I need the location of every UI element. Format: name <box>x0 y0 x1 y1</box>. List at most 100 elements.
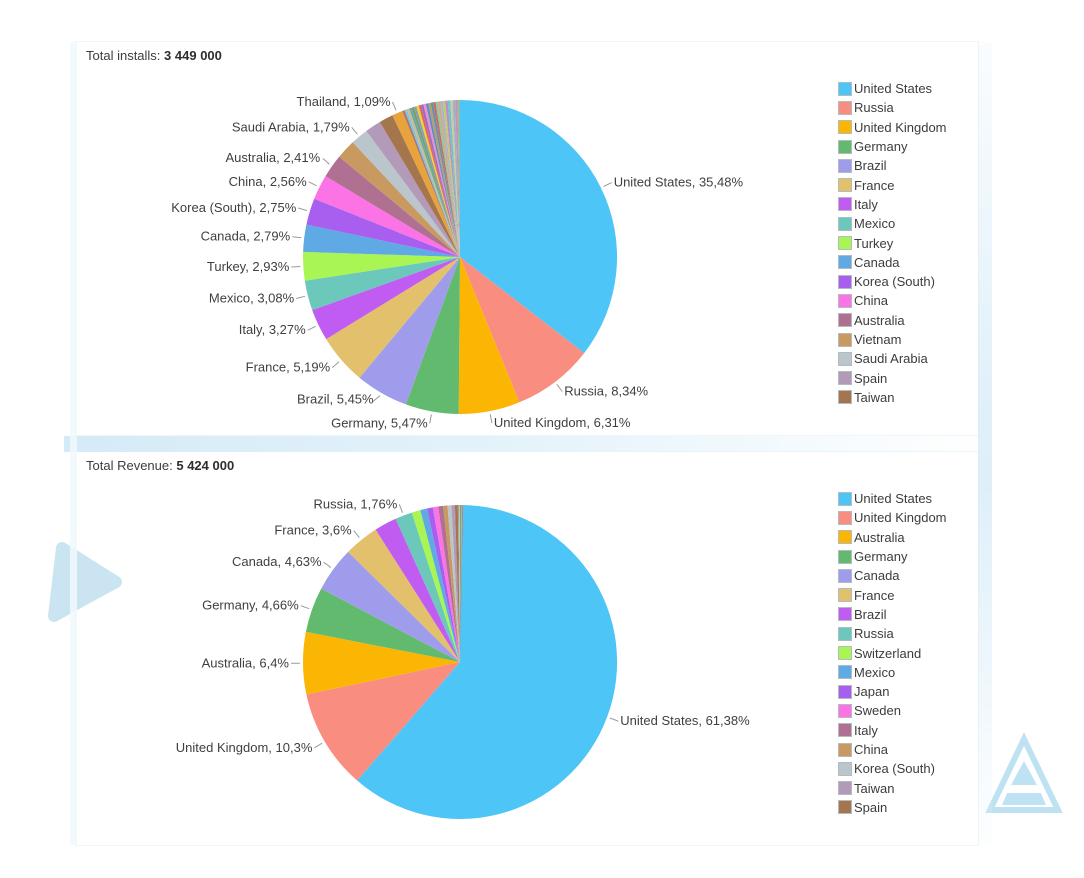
pie-slice-turkey[interactable] <box>303 251 460 281</box>
legend-item-canada[interactable]: Canada <box>838 253 947 272</box>
pie-slice-australia[interactable] <box>302 631 460 695</box>
pie-slice-other[interactable] <box>440 100 460 258</box>
pie-slice-other[interactable] <box>460 504 463 662</box>
legend-item-canada[interactable]: Canada <box>838 566 947 585</box>
pie-slice-italy[interactable] <box>312 257 460 340</box>
legend-item-taiwan[interactable]: Taiwan <box>838 778 947 797</box>
pie-slice-spain[interactable] <box>454 505 460 662</box>
legend-item-china[interactable]: China <box>838 740 947 759</box>
pie-slice-russia[interactable] <box>460 257 585 403</box>
pie-slice-other[interactable] <box>450 100 460 257</box>
pie-slice-other[interactable] <box>457 99 461 257</box>
legend-item-united-states[interactable]: United States <box>838 489 947 508</box>
legend-item-switzerland[interactable]: Switzerland <box>838 643 947 662</box>
pie-slice-other[interactable] <box>460 504 462 662</box>
pie-slice-other[interactable] <box>458 504 461 662</box>
pie-slice-korea-south[interactable] <box>306 198 460 257</box>
pie-slice-other[interactable] <box>423 103 460 257</box>
pie-slice-canada[interactable] <box>321 551 460 662</box>
pie-slice-other[interactable] <box>437 101 460 257</box>
pie-slice-other[interactable] <box>435 101 461 257</box>
legend-item-united-kingdom[interactable]: United Kingdom <box>838 508 947 527</box>
legend-item-japan[interactable]: Japan <box>838 682 947 701</box>
pie-slice-russia[interactable] <box>395 512 460 662</box>
pie-slice-vietnam[interactable] <box>339 142 460 257</box>
pie-slice-other[interactable] <box>460 504 463 662</box>
pie-slice-other[interactable] <box>459 504 461 662</box>
legend-item-saudi-arabia[interactable]: Saudi Arabia <box>838 349 947 368</box>
pie-slice-france[interactable] <box>326 257 460 378</box>
legend-item-russia[interactable]: Russia <box>838 98 947 117</box>
pie-slice-other[interactable] <box>460 504 461 662</box>
legend-item-united-states[interactable]: United States <box>838 79 947 98</box>
pie-slice-other[interactable] <box>459 504 460 662</box>
pie-slice-mexico[interactable] <box>420 508 460 663</box>
pie-slice-other[interactable] <box>406 108 460 258</box>
legend-item-italy[interactable]: Italy <box>838 721 947 740</box>
legend-item-australia[interactable]: Australia <box>838 528 947 547</box>
pie-slice-other[interactable] <box>418 104 460 258</box>
legend-item-taiwan[interactable]: Taiwan <box>838 388 947 407</box>
pie-slice-other[interactable] <box>409 107 460 257</box>
pie-slice-other[interactable] <box>421 104 460 257</box>
legend-item-russia[interactable]: Russia <box>838 624 947 643</box>
legend-item-mexico[interactable]: Mexico <box>838 663 947 682</box>
pie-slice-other[interactable] <box>411 106 460 258</box>
pie-slice-other[interactable] <box>402 110 460 257</box>
pie-slice-brazil[interactable] <box>359 257 461 405</box>
pie-slice-other[interactable] <box>416 105 460 258</box>
pie-slice-other[interactable] <box>430 102 460 257</box>
pie-slice-canada[interactable] <box>303 224 460 257</box>
legend-item-spain[interactable]: Spain <box>838 798 947 817</box>
pie-slice-china[interactable] <box>443 505 460 663</box>
legend-item-mexico[interactable]: Mexico <box>838 214 947 233</box>
pie-slice-korea-south[interactable] <box>447 505 461 662</box>
pie-slice-switzerland[interactable] <box>411 510 460 662</box>
legend-item-italy[interactable]: Italy <box>838 195 947 214</box>
legend-item-australia[interactable]: Australia <box>838 311 947 330</box>
pie-slice-other[interactable] <box>433 101 460 258</box>
pie-slice-thailand[interactable] <box>392 111 460 257</box>
pie-slice-france[interactable] <box>348 529 460 662</box>
legend-item-france[interactable]: France <box>838 175 947 194</box>
pie-slice-taiwan[interactable] <box>379 115 460 257</box>
pie-slice-other[interactable] <box>455 100 460 257</box>
pie-slice-united-kingdom[interactable] <box>458 257 520 415</box>
pie-slice-japan[interactable] <box>427 507 460 662</box>
pie-slice-other[interactable] <box>445 100 460 258</box>
pie-slice-spain[interactable] <box>366 122 460 257</box>
legend-item-germany[interactable]: Germany <box>838 547 947 566</box>
pie-slice-taiwan[interactable] <box>451 505 460 662</box>
pie-slice-other[interactable] <box>404 109 460 257</box>
pie-slice-other[interactable] <box>457 504 460 662</box>
legend-item-vietnam[interactable]: Vietnam <box>838 330 947 349</box>
pie-slice-mexico[interactable] <box>304 257 460 311</box>
legend-item-france[interactable]: France <box>838 585 947 604</box>
pie-slice-united-states[interactable] <box>460 99 618 354</box>
pie-slice-united-states[interactable] <box>357 504 618 819</box>
pie-slice-other[interactable] <box>442 100 460 257</box>
pie-slice-germany[interactable] <box>405 257 460 414</box>
pie-slice-united-kingdom[interactable] <box>306 662 460 781</box>
legend-item-korea-south[interactable]: Korea (South) <box>838 272 947 291</box>
pie-slice-other[interactable] <box>425 103 460 257</box>
pie-slice-other[interactable] <box>413 106 460 257</box>
pie-slice-sweden[interactable] <box>432 506 460 663</box>
pie-slice-germany[interactable] <box>305 588 460 662</box>
legend-item-united-kingdom[interactable]: United Kingdom <box>838 118 947 137</box>
legend-item-brazil[interactable]: Brazil <box>838 605 947 624</box>
legend-item-sweden[interactable]: Sweden <box>838 701 947 720</box>
pie-slice-other[interactable] <box>452 100 460 257</box>
legend-item-spain[interactable]: Spain <box>838 368 947 387</box>
legend-item-germany[interactable]: Germany <box>838 137 947 156</box>
legend-item-china[interactable]: China <box>838 291 947 310</box>
pie-slice-italy[interactable] <box>438 505 460 662</box>
legend-item-brazil[interactable]: Brazil <box>838 156 947 175</box>
legend-item-korea-south[interactable]: Korea (South) <box>838 759 947 778</box>
pie-slice-brazil[interactable] <box>375 518 460 662</box>
pie-slice-china[interactable] <box>314 176 460 257</box>
legend-item-turkey[interactable]: Turkey <box>838 233 947 252</box>
pie-slice-other[interactable] <box>447 100 460 257</box>
pie-slice-saudi-arabia[interactable] <box>352 131 460 257</box>
pie-slice-other[interactable] <box>428 102 460 257</box>
